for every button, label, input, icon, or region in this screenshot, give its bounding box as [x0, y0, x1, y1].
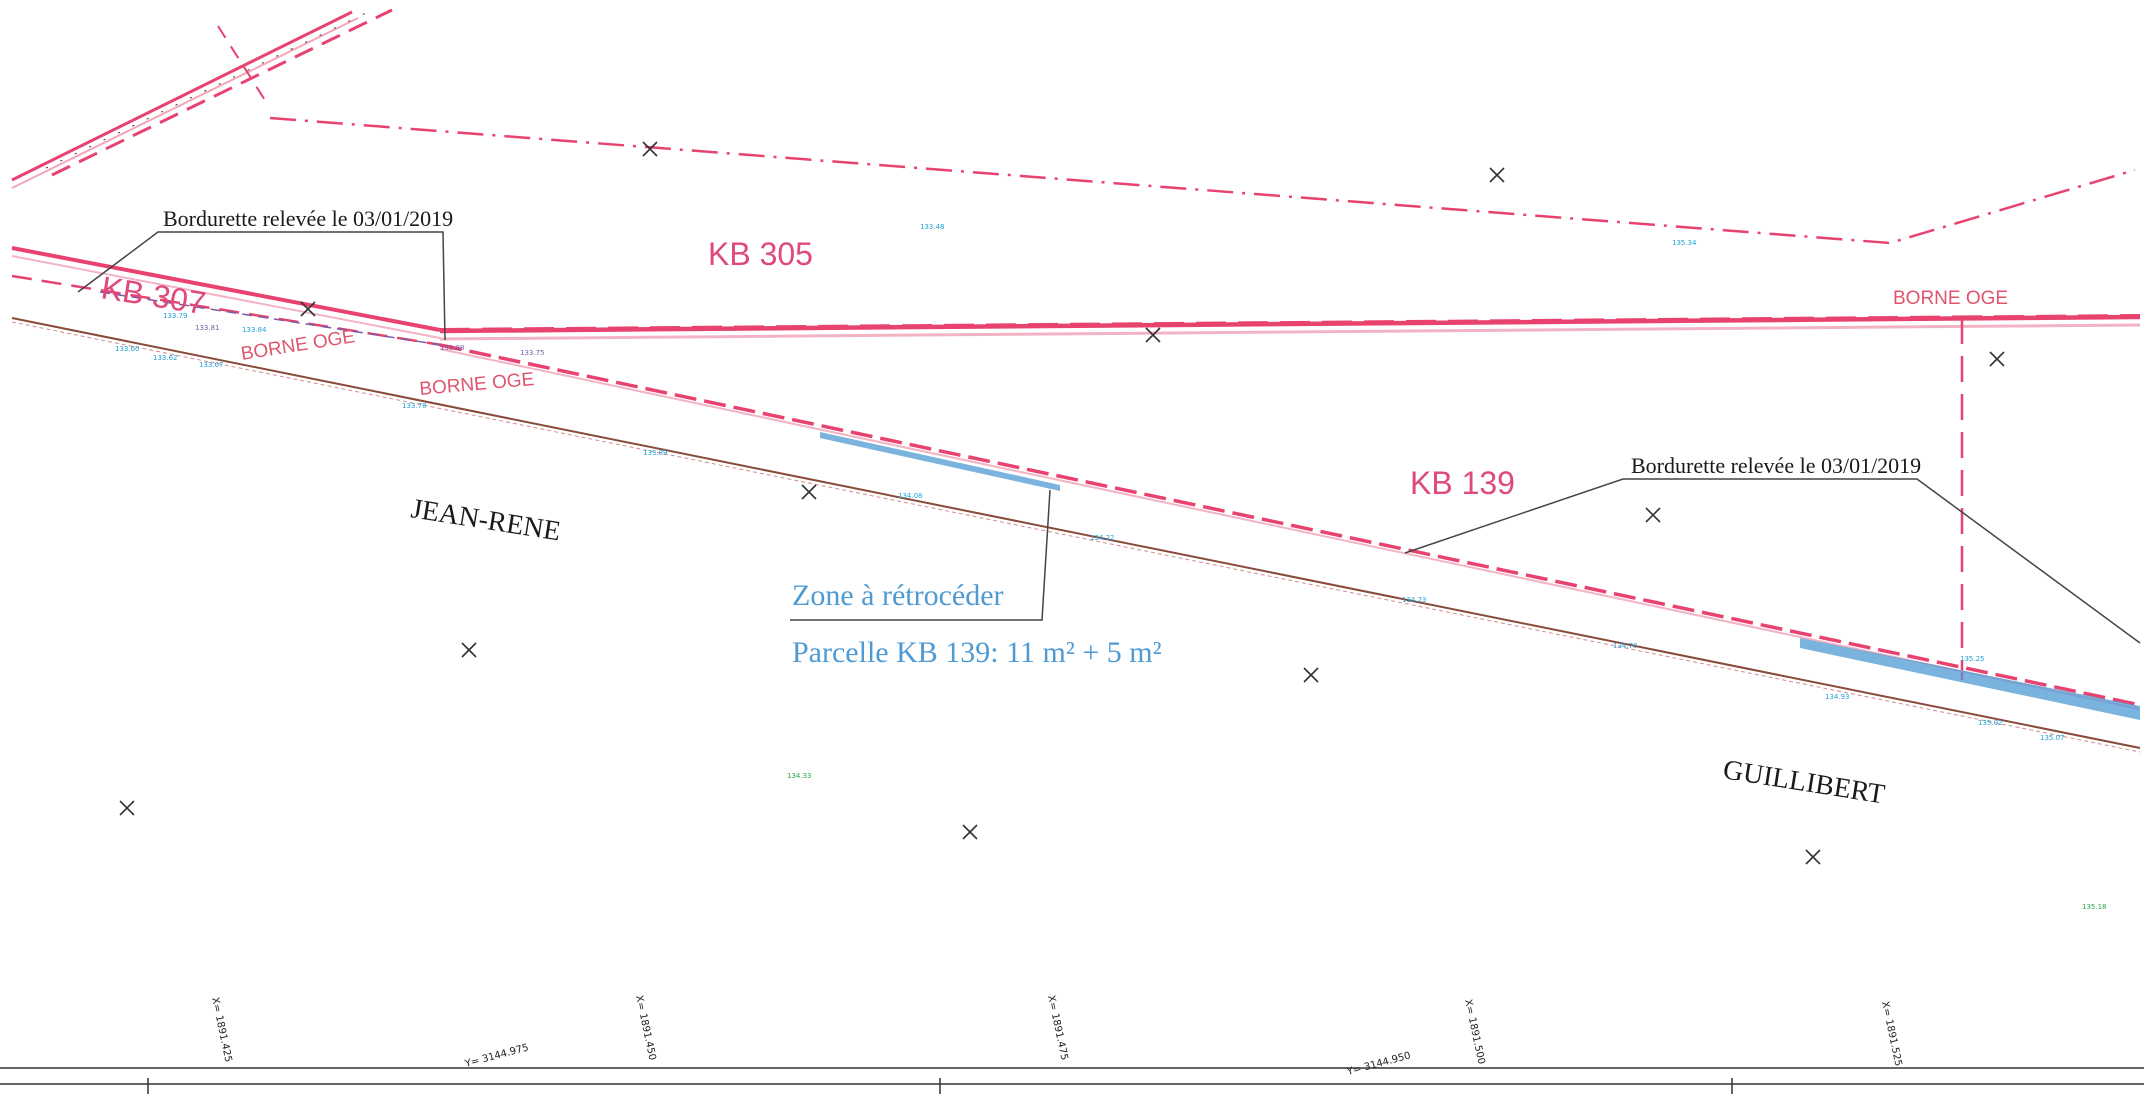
altitude-label: 133.89: [643, 449, 668, 457]
altitude-label: 133.78: [402, 402, 427, 410]
zone-sliver-east: [1800, 638, 2140, 720]
grid-labels: X= 1891.425 X= 1891.450 X= 1891.475 X= 1…: [209, 994, 1904, 1078]
zone-sliver: [820, 432, 2140, 720]
bordurette-note-right: Bordurette relevée le 03/01/2019: [1631, 453, 1921, 478]
altitude-label: 134.93: [1825, 693, 1850, 701]
grid-label-x: X= 1891.425: [209, 996, 234, 1063]
leader-lines: [77, 231, 2141, 644]
grid-label-x: X= 1891.475: [1045, 994, 1070, 1061]
altitude-label: 135.18: [2082, 903, 2107, 911]
altitude-label: 134.70: [1613, 642, 1638, 650]
survey-cross: [1989, 351, 2005, 367]
altitude-label: 133.88: [440, 344, 465, 352]
survey-cross: [962, 824, 978, 840]
bordurette-right-leader: [1404, 478, 2141, 644]
parcel-label-kb139: KB 139: [1410, 465, 1515, 501]
zone-sliver-west: [820, 432, 1060, 491]
altitude-label: 133.75: [520, 349, 545, 357]
top-left-road: [11, 8, 393, 189]
altitude-labels: 133.48 135.34 133.79 133.81 133.84 133.6…: [115, 223, 2107, 911]
coordinate-axis: [0, 1067, 2144, 1094]
altitude-label: 133.62: [153, 354, 178, 362]
altitude-label: 135.07: [2040, 734, 2065, 742]
zone-title: Zone à rétrocéder: [792, 579, 1004, 612]
altitude-label: 134.22: [1090, 534, 1115, 542]
zone-detail: Parcelle KB 139: 11 m² + 5 m²: [792, 636, 1162, 669]
survey-cross: [1805, 849, 1821, 865]
altitude-label: 135.02: [1978, 719, 2003, 727]
bordurette-left-leader: [77, 231, 446, 341]
owner-label-west: JEAN-RENE: [409, 493, 563, 547]
survey-cross: [1489, 167, 1505, 183]
altitude-label: 135.25: [1960, 655, 1985, 663]
kb305-north-boundary: [269, 116, 2136, 245]
altitude-label: 133.81: [195, 324, 220, 332]
owner-label-east: GUILLIBERT: [1721, 754, 1887, 810]
grid-label-x: X= 1891.525: [1879, 1000, 1904, 1067]
grid-label-x: X= 1891.450: [633, 994, 658, 1061]
parcel-label-kb307: KB 307: [99, 269, 208, 321]
altitude-label: 134.33: [787, 772, 812, 780]
diagonal-road: [11, 317, 2141, 753]
survey-cross: [461, 642, 477, 658]
parcel-label-kb305: KB 305: [708, 236, 813, 272]
borne-label-right: BORNE OGE: [1893, 288, 2008, 309]
bordurette-note-left: Bordurette relevée le 03/01/2019: [163, 206, 453, 231]
altitude-label: 134.08: [898, 492, 923, 500]
survey-cross: [300, 301, 316, 317]
grid-label-y: Y= 3144.975: [463, 1042, 530, 1070]
altitude-label: 134.23: [1402, 596, 1427, 604]
borne-label-center: BORNE OGE: [419, 369, 535, 400]
survey-cross: [1645, 507, 1661, 523]
survey-cross: [801, 484, 817, 500]
survey-cross: [1145, 327, 1161, 343]
altitude-label: 133.79: [163, 312, 188, 320]
kb305-south-boundary: [439, 314, 2141, 341]
grid-label-x: X= 1891.500: [1462, 998, 1487, 1065]
altitude-label: 133.84: [242, 326, 267, 334]
survey-cross: [119, 800, 135, 816]
altitude-label: 133.67: [199, 361, 224, 369]
zone-leader: [790, 489, 1051, 621]
altitude-label: 135.34: [1672, 239, 1697, 247]
grid-label-y: Y= 3144.950: [1345, 1050, 1412, 1078]
altitude-label: 133.48: [920, 223, 945, 231]
survey-crosses: [119, 141, 2005, 865]
altitude-label: 133.60: [115, 345, 140, 353]
survey-cross: [1303, 667, 1319, 683]
survey-cross: [642, 141, 658, 157]
